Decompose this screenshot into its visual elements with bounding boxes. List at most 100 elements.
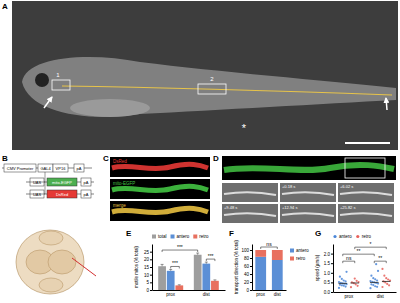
axis-line bbox=[252, 245, 253, 291]
tick-label: 25 bbox=[144, 250, 150, 255]
mean-line bbox=[370, 282, 379, 283]
forebrain bbox=[39, 231, 63, 245]
tick-mark bbox=[150, 267, 152, 268]
point bbox=[354, 277, 356, 279]
mitochondria bbox=[112, 186, 208, 190]
tick-mark bbox=[150, 275, 152, 276]
construct-element bbox=[47, 190, 77, 198]
point bbox=[386, 283, 388, 285]
point bbox=[343, 279, 345, 281]
plot-area bbox=[255, 250, 282, 290]
tick: dist bbox=[203, 290, 211, 297]
tick-label: dist bbox=[377, 294, 385, 299]
point bbox=[370, 283, 372, 285]
pointer bbox=[72, 258, 96, 276]
tick: 20 bbox=[244, 280, 252, 285]
point bbox=[341, 278, 343, 280]
legend-swatch bbox=[171, 235, 175, 239]
error-bar bbox=[169, 269, 172, 270]
tick-label: 20 bbox=[144, 257, 150, 262]
bar bbox=[255, 257, 266, 290]
legend-swatch bbox=[290, 257, 294, 261]
point bbox=[344, 286, 346, 288]
bar bbox=[272, 260, 283, 290]
connector bbox=[30, 172, 45, 194]
time-label: +9.48 s bbox=[224, 205, 237, 210]
point bbox=[381, 286, 383, 288]
yolk bbox=[70, 99, 150, 117]
mean-line bbox=[382, 281, 391, 282]
box-label: 1 bbox=[56, 72, 60, 78]
annotation: *** bbox=[172, 260, 178, 266]
tick-label: 20 bbox=[244, 280, 250, 285]
tick-mark bbox=[250, 266, 252, 267]
time-frame bbox=[338, 204, 394, 223]
time-frame bbox=[222, 183, 278, 202]
legend-label: antero bbox=[296, 248, 309, 253]
tick-label: 0.0 bbox=[324, 290, 331, 295]
annotation: *** bbox=[208, 253, 214, 259]
significance-bracket bbox=[206, 259, 215, 261]
tick-label: 0 bbox=[146, 288, 149, 293]
tick-label: 0.5 bbox=[324, 280, 331, 285]
construct-label: pA bbox=[84, 180, 89, 185]
mitochondria bbox=[224, 192, 276, 195]
tick-label: 60 bbox=[244, 264, 250, 269]
tick: 1.5 bbox=[324, 261, 333, 266]
brain-outline bbox=[16, 230, 84, 294]
construct-label: pA bbox=[77, 166, 82, 171]
legend-swatch bbox=[333, 235, 336, 238]
tick-mark bbox=[250, 282, 252, 283]
tick-mark bbox=[150, 259, 152, 260]
tick-label: 10 bbox=[144, 273, 150, 278]
error-bar bbox=[196, 253, 199, 255]
tick: 0.5 bbox=[324, 280, 333, 285]
mitochondria bbox=[224, 165, 394, 170]
panel-label: F bbox=[229, 229, 234, 238]
legend-label: retro bbox=[199, 234, 209, 239]
tick-mark bbox=[250, 250, 252, 251]
axis-title: motile mitos (% total) bbox=[134, 245, 139, 288]
point bbox=[341, 284, 343, 286]
tick: dist bbox=[274, 290, 282, 297]
legend: anteroretro bbox=[290, 248, 309, 261]
bar bbox=[211, 281, 219, 290]
lateral-line bbox=[62, 86, 392, 95]
tick-label: 80 bbox=[244, 256, 250, 261]
bar bbox=[158, 266, 166, 290]
construct-element bbox=[47, 178, 77, 186]
tick: 0.0 bbox=[324, 290, 333, 295]
axis-title: speed (μm/s) bbox=[315, 254, 320, 281]
construct-element bbox=[38, 164, 53, 172]
point bbox=[374, 278, 376, 280]
tick-label: 1.0 bbox=[324, 271, 331, 276]
panel-b: CMV PromoterGAL4VP16pAUASmito-EGFPpAUASD… bbox=[2, 164, 96, 294]
point bbox=[345, 271, 347, 273]
hindbrain bbox=[39, 278, 63, 292]
point bbox=[339, 284, 341, 286]
scale-bar bbox=[345, 142, 390, 144]
time-frame bbox=[338, 183, 394, 202]
mitochondria bbox=[282, 213, 334, 216]
mitochondria bbox=[112, 164, 208, 168]
tick-label: dist bbox=[274, 292, 282, 297]
y-axis: 0510152025 bbox=[144, 245, 153, 293]
construct-element bbox=[74, 164, 84, 172]
tick-mark bbox=[150, 282, 152, 283]
point bbox=[383, 275, 385, 277]
panel-label: E bbox=[126, 229, 132, 238]
mitochondria bbox=[224, 213, 276, 216]
chart-g: 0.00.51.01.52.0proxdistspeed (μm/s)anter… bbox=[315, 234, 397, 299]
error-bar bbox=[205, 262, 208, 264]
point bbox=[350, 286, 352, 288]
tick: 2.0 bbox=[324, 252, 333, 257]
annotation: ns bbox=[266, 241, 272, 247]
point bbox=[387, 278, 389, 280]
brain-diagram bbox=[16, 230, 96, 294]
bar bbox=[175, 285, 183, 290]
background bbox=[0, 0, 400, 303]
point bbox=[376, 279, 378, 281]
tick-mark bbox=[331, 254, 333, 255]
construct-label: mito-EGFP bbox=[52, 180, 72, 185]
point bbox=[377, 270, 379, 272]
